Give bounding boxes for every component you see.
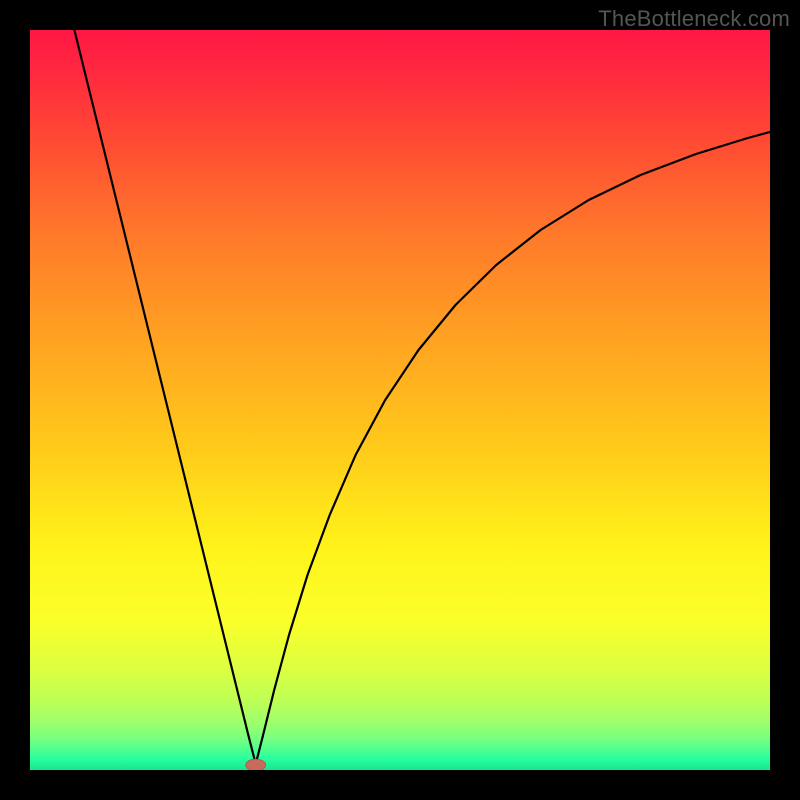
gradient-background bbox=[30, 30, 770, 770]
bottleneck-chart bbox=[0, 0, 800, 800]
watermark-text: TheBottleneck.com bbox=[598, 6, 790, 32]
optimal-point-marker bbox=[246, 759, 266, 771]
